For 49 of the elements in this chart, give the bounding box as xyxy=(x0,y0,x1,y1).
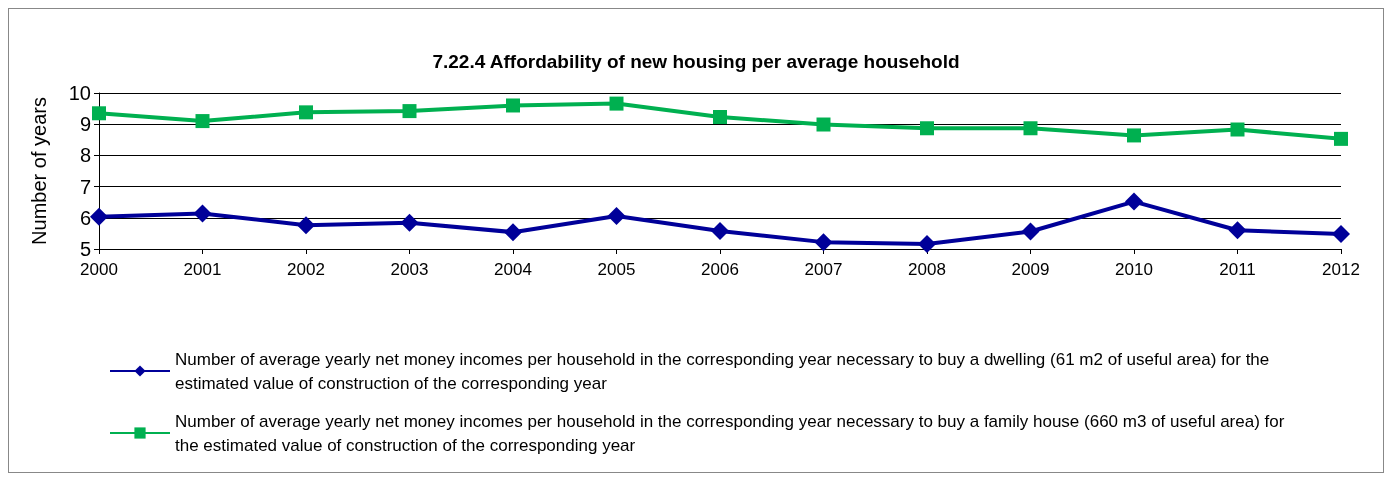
point xyxy=(1332,225,1350,244)
point xyxy=(607,206,626,225)
point xyxy=(1228,221,1247,240)
y-tick-label: 6 xyxy=(79,206,91,229)
x-tick-label: 2010 xyxy=(1115,260,1153,279)
x-tick-label: 2006 xyxy=(701,260,739,279)
x-tick-label: 2009 xyxy=(1011,260,1050,279)
point xyxy=(1230,122,1245,137)
x-tick-label: 2004 xyxy=(494,260,532,279)
x-tick-label: 2007 xyxy=(804,260,843,279)
x-tick-label: 2002 xyxy=(287,260,325,279)
x-tick-label: 2000 xyxy=(80,260,118,279)
x-tick-label: 2008 xyxy=(908,260,946,279)
point xyxy=(609,96,624,111)
point xyxy=(90,207,108,226)
legend-label: Number of average yearly net money incomes per household in the corresponding year necessary to buy a dwelling (61 m2 of useful area) for the estimated value of construction of the corresponding year xyxy=(175,349,1274,393)
point xyxy=(400,213,419,232)
x-tick-label: 2005 xyxy=(597,260,636,279)
point xyxy=(1021,222,1040,241)
y-tick-label: 9 xyxy=(79,113,91,136)
x-tick-label: 2012 xyxy=(1322,260,1360,279)
point xyxy=(1334,131,1348,146)
point xyxy=(92,106,106,121)
point xyxy=(299,105,313,120)
point xyxy=(918,235,936,254)
point xyxy=(711,221,729,240)
x-tick-label: 2003 xyxy=(390,260,429,279)
y-tick-label: 8 xyxy=(79,144,91,167)
point xyxy=(814,233,833,252)
chart-title: 7.22.4 Affordability of new housing per average household xyxy=(432,51,960,72)
point xyxy=(920,121,934,136)
y-tick-label: 10 xyxy=(68,82,91,104)
point xyxy=(1127,128,1141,143)
point xyxy=(402,104,417,119)
point xyxy=(713,110,727,125)
y-axis-title: Number of years xyxy=(28,97,50,245)
point xyxy=(195,114,210,129)
y-tick-label: 5 xyxy=(79,238,91,260)
point xyxy=(297,216,315,235)
point xyxy=(193,204,212,223)
legend-label: Number of average yearly net money incomes per household in the corresponding year necessary to buy a family house (660 m3 of useful area) for the estimated value of construction of the corresponding year xyxy=(175,411,1290,455)
point xyxy=(506,98,520,113)
point xyxy=(816,117,831,132)
x-tick-label: 2011 xyxy=(1219,260,1256,279)
x-tick-label: 2001 xyxy=(183,260,222,279)
y-tick-label: 7 xyxy=(79,175,91,198)
point xyxy=(1125,192,1143,211)
point xyxy=(504,223,522,242)
point xyxy=(1023,121,1038,136)
